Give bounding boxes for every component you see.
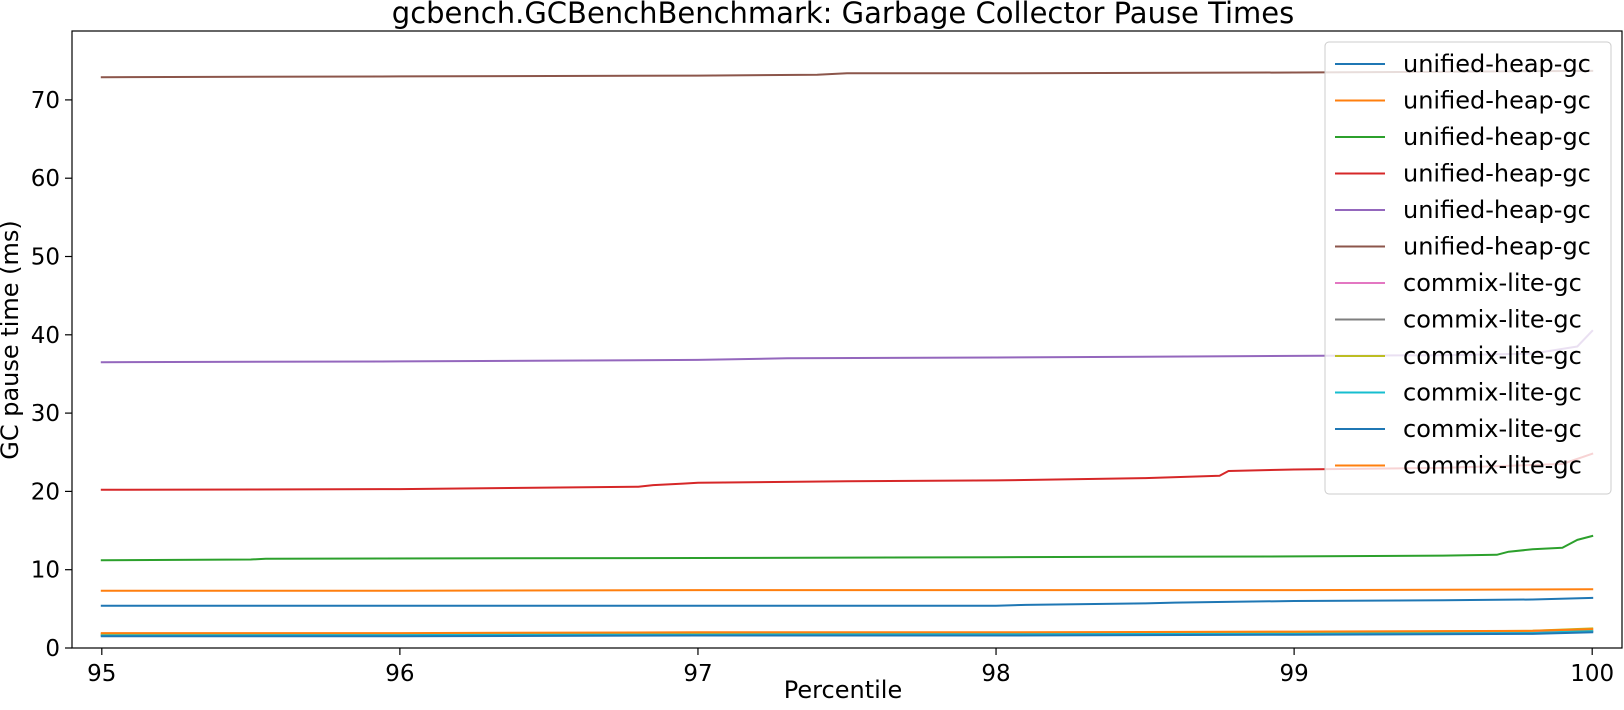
x-tick-label: 97 [683, 661, 712, 687]
legend-label-1: unified-heap-gc [1403, 50, 1591, 78]
y-tick-label: 10 [31, 558, 60, 584]
y-tick-label: 30 [31, 401, 60, 427]
x-tick-label: 100 [1570, 661, 1614, 687]
x-tick-label: 98 [981, 661, 1010, 687]
axes: 95 96 97 98 99 100 0 10 20 30 40 50 60 70 [31, 30, 1623, 687]
series-line-6 [100, 69, 1594, 79]
legend-label-9: commix-lite-gc [1403, 342, 1582, 370]
legend-label-11: commix-lite-gc [1403, 415, 1582, 443]
series-line-11 [100, 631, 1594, 638]
legend-label-12: commix-lite-gc [1403, 452, 1582, 480]
plot-area [100, 69, 1594, 638]
series-line-2 [100, 588, 1594, 592]
plot-frame [71, 30, 1623, 649]
series-line-3 [100, 534, 1594, 562]
legend-label-4: unified-heap-gc [1403, 160, 1591, 188]
x-tick-label: 96 [385, 661, 414, 687]
legend-box [1324, 41, 1612, 495]
legend-label-2: unified-heap-gc [1403, 87, 1591, 115]
legend-label-7: commix-lite-gc [1403, 269, 1582, 297]
legend-label-8: commix-lite-gc [1403, 306, 1582, 334]
legend-label-3: unified-heap-gc [1403, 123, 1591, 151]
x-tick-label: 99 [1279, 661, 1308, 687]
y-axis-title: GC pause time (ms) [0, 220, 24, 460]
legend: unified-heap-gc unified-heap-gc unified-he… [1324, 41, 1612, 495]
y-tick-label: 0 [45, 636, 60, 662]
series-line-1 [100, 596, 1594, 607]
series-line-12 [100, 628, 1594, 635]
y-tick-label: 50 [31, 245, 60, 271]
y-tick-label: 70 [31, 88, 60, 114]
chart-title: gcbench.GCBenchBenchmark: Garbage Collec… [392, 0, 1294, 30]
legend-label-5: unified-heap-gc [1403, 196, 1591, 224]
x-tick-label: 95 [87, 661, 116, 687]
x-axis-title: Percentile [784, 676, 902, 704]
y-tick-label: 40 [31, 323, 60, 349]
legend-label-6: unified-heap-gc [1403, 233, 1591, 261]
legend-label-10: commix-lite-gc [1403, 379, 1582, 407]
y-tick-label: 60 [31, 166, 60, 192]
y-tick-label: 20 [31, 479, 60, 505]
